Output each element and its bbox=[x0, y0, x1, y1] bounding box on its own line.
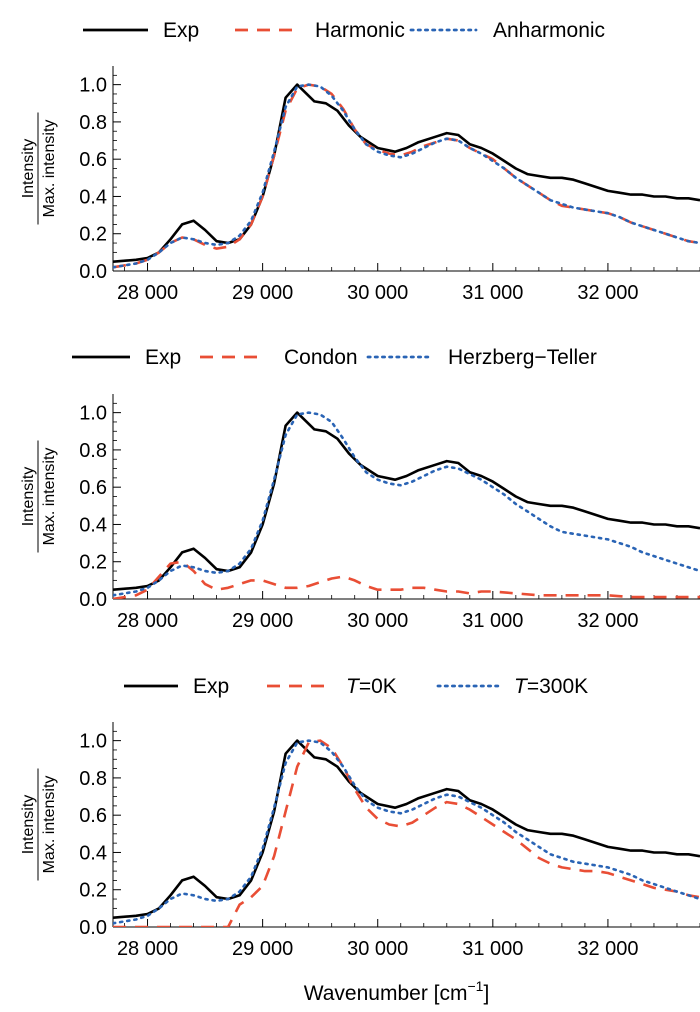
y-tick-label: 0.4 bbox=[79, 186, 107, 208]
y-axis-title-denominator: Max. intensity bbox=[41, 120, 58, 218]
x-tick-label: 32 000 bbox=[577, 610, 638, 632]
y-tick-label: 0.4 bbox=[79, 514, 107, 536]
y-tick-label: 0.2 bbox=[79, 880, 107, 902]
x-tick-label: 31 000 bbox=[462, 938, 523, 960]
y-tick-label: 1.0 bbox=[79, 75, 107, 97]
y-axis-title-denominator: Max. intensity bbox=[41, 448, 58, 546]
y-tick-label: 0.0 bbox=[79, 917, 107, 939]
series-line-2 bbox=[113, 560, 700, 599]
y-axis-title: Intensity Max. intensity bbox=[20, 768, 58, 881]
y-tick-label: 1.0 bbox=[79, 403, 107, 425]
legend-label: Harmonic bbox=[315, 19, 405, 42]
series-line-3 bbox=[113, 411, 700, 597]
y-axis-title: Intensity Max. intensity bbox=[20, 112, 58, 225]
y-tick-label: 0.8 bbox=[79, 112, 107, 134]
y-axis-title-denominator: Max. intensity bbox=[41, 776, 58, 874]
legend-label: Exp bbox=[193, 675, 229, 698]
y-tick-label: 0.2 bbox=[79, 224, 107, 246]
x-tick-label: 29 000 bbox=[232, 938, 293, 960]
x-tick-label: 28 000 bbox=[117, 610, 178, 632]
y-tick-label: 0.6 bbox=[79, 149, 107, 171]
x-tick-label: 32 000 bbox=[577, 938, 638, 960]
y-axis-title-numerator: Intensity bbox=[20, 795, 37, 855]
x-tick-label: 31 000 bbox=[462, 610, 523, 632]
x-tick-label: 28 000 bbox=[117, 282, 178, 304]
legend-label: Herzberg−Teller bbox=[448, 346, 597, 369]
y-tick-label: 0.0 bbox=[79, 589, 107, 611]
y-tick-label: 0.2 bbox=[79, 552, 107, 574]
series-line-3 bbox=[113, 83, 700, 269]
y-tick-label: 0.8 bbox=[79, 440, 107, 462]
x-tick-label: 32 000 bbox=[577, 282, 638, 304]
x-tick-label: 30 000 bbox=[347, 938, 408, 960]
y-tick-label: 0.6 bbox=[79, 805, 107, 827]
x-tick-label: 29 000 bbox=[232, 282, 293, 304]
legend-label: T=0K bbox=[346, 675, 397, 698]
legend-label: Exp bbox=[145, 346, 181, 369]
y-tick-label: 0.6 bbox=[79, 477, 107, 499]
y-tick-label: 1.0 bbox=[79, 731, 107, 753]
x-tick-label: 28 000 bbox=[117, 938, 178, 960]
x-axis-title: Wavenumber [cm−1] bbox=[304, 978, 490, 1005]
x-tick-label: 30 000 bbox=[347, 610, 408, 632]
series-line-1 bbox=[113, 83, 700, 263]
series-line-2 bbox=[113, 83, 700, 269]
x-tick-label: 30 000 bbox=[347, 282, 408, 304]
series-line-1 bbox=[113, 739, 700, 919]
y-tick-label: 0.4 bbox=[79, 842, 107, 864]
legend-label: Anharmonic bbox=[493, 19, 605, 42]
x-tick-label: 31 000 bbox=[462, 282, 523, 304]
y-tick-label: 0.0 bbox=[79, 261, 107, 283]
chart-panel-1: 0.0 0.2 0.4 0.6 0.8 1.0 28 000 29 000 30 000 31 0… bbox=[20, 19, 700, 304]
legend-label: Condon bbox=[284, 346, 358, 369]
y-axis-title: Intensity Max. intensity bbox=[20, 440, 58, 553]
series-line-1 bbox=[113, 411, 700, 591]
chart-panel-3: 0.0 0.2 0.4 0.6 0.8 1.0 28 000 29 000 30 000 31 0… bbox=[20, 675, 700, 1005]
series-line-3 bbox=[113, 739, 700, 925]
chart-panel-2: 0.0 0.2 0.4 0.6 0.8 1.0 28 000 29 000 30 000 31 0… bbox=[20, 346, 700, 632]
x-tick-label: 29 000 bbox=[232, 610, 293, 632]
series-line-2 bbox=[113, 739, 700, 927]
y-axis-title-numerator: Intensity bbox=[20, 139, 37, 199]
y-axis-title-numerator: Intensity bbox=[20, 467, 37, 527]
legend-label: T=300K bbox=[514, 675, 588, 698]
y-tick-label: 0.8 bbox=[79, 768, 107, 790]
legend-label: Exp bbox=[163, 19, 199, 42]
